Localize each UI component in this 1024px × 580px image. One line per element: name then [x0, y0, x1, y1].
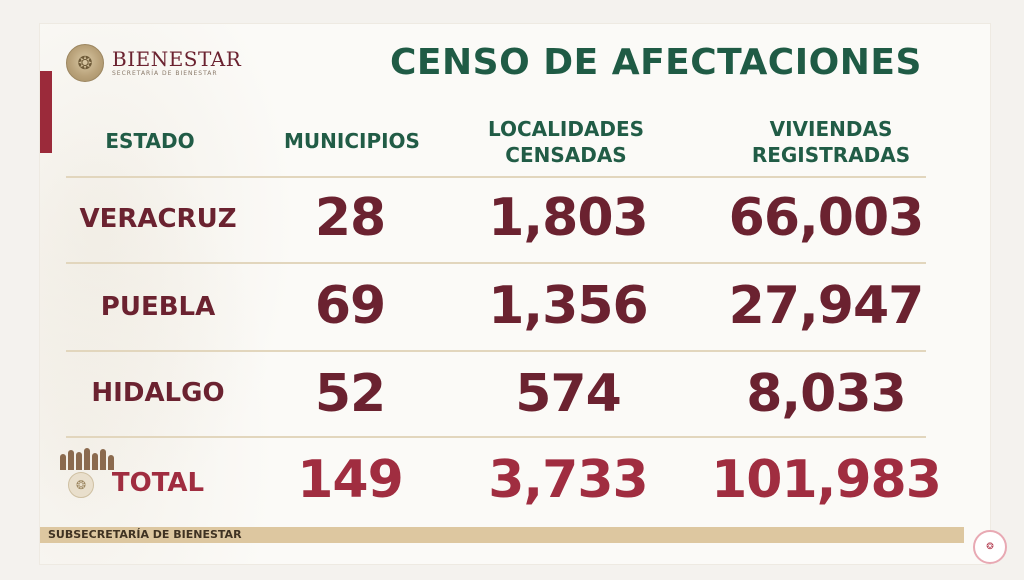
header-viviendas-line2: REGISTRADAS — [751, 143, 911, 167]
viviendas-value: 27,947 — [728, 276, 925, 336]
slide — [40, 24, 990, 564]
header-estado: ESTADO — [105, 129, 195, 153]
municipios-value: 28 — [314, 188, 386, 248]
total-viviendas-value: 101,983 — [711, 450, 942, 510]
header-municipios: MUNICIPIOS — [284, 129, 420, 153]
state-name: PUEBLA — [100, 292, 216, 322]
gobierno-de-mexico-icon: ❂ — [973, 530, 1007, 564]
header-viviendas-line1: VIVIENDAS — [769, 117, 893, 141]
total-municipios-value: 149 — [297, 450, 404, 510]
header-viviendas: VIVIENDAS REGISTRADAS — [736, 116, 926, 168]
page-title: CENSO DE AFECTACIONES — [390, 42, 922, 83]
viviendas-value: 66,003 — [728, 188, 925, 248]
footer-bar — [40, 527, 964, 543]
row-divider — [66, 436, 926, 438]
viviendas-value: 8,033 — [746, 364, 906, 424]
header-localidades: LOCALIDADES CENSADAS — [470, 116, 662, 168]
row-divider — [66, 262, 926, 264]
header-localidades-line2: CENSADAS — [505, 143, 627, 167]
bienestar-logo: ❂ BIENESTAR SECRETARÍA DE BIENESTAR — [66, 44, 241, 82]
footer-label: SUBSECRETARÍA DE BIENESTAR — [48, 528, 242, 541]
localidades-value: 1,356 — [488, 276, 648, 336]
row-divider — [66, 176, 926, 178]
heroes-illustration-icon — [60, 446, 120, 470]
state-name: VERACRUZ — [79, 204, 237, 234]
localidades-value: 1,803 — [488, 188, 648, 248]
total-localidades-value: 3,733 — [488, 450, 648, 510]
row-divider — [66, 350, 926, 352]
accent-bar — [40, 71, 52, 153]
brand-name: BIENESTAR — [112, 47, 242, 71]
state-name: HIDALGO — [91, 378, 225, 408]
header-localidades-line1: LOCALIDADES — [487, 117, 645, 141]
localidades-value: 574 — [515, 364, 622, 424]
municipios-value: 52 — [314, 364, 386, 424]
municipios-value: 69 — [314, 276, 386, 336]
small-seal-icon: ❂ — [68, 472, 94, 498]
total-label: TOTAL — [111, 468, 205, 498]
brand-subtitle: SECRETARÍA DE BIENESTAR — [112, 70, 218, 77]
mexico-seal-icon: ❂ — [66, 44, 104, 82]
